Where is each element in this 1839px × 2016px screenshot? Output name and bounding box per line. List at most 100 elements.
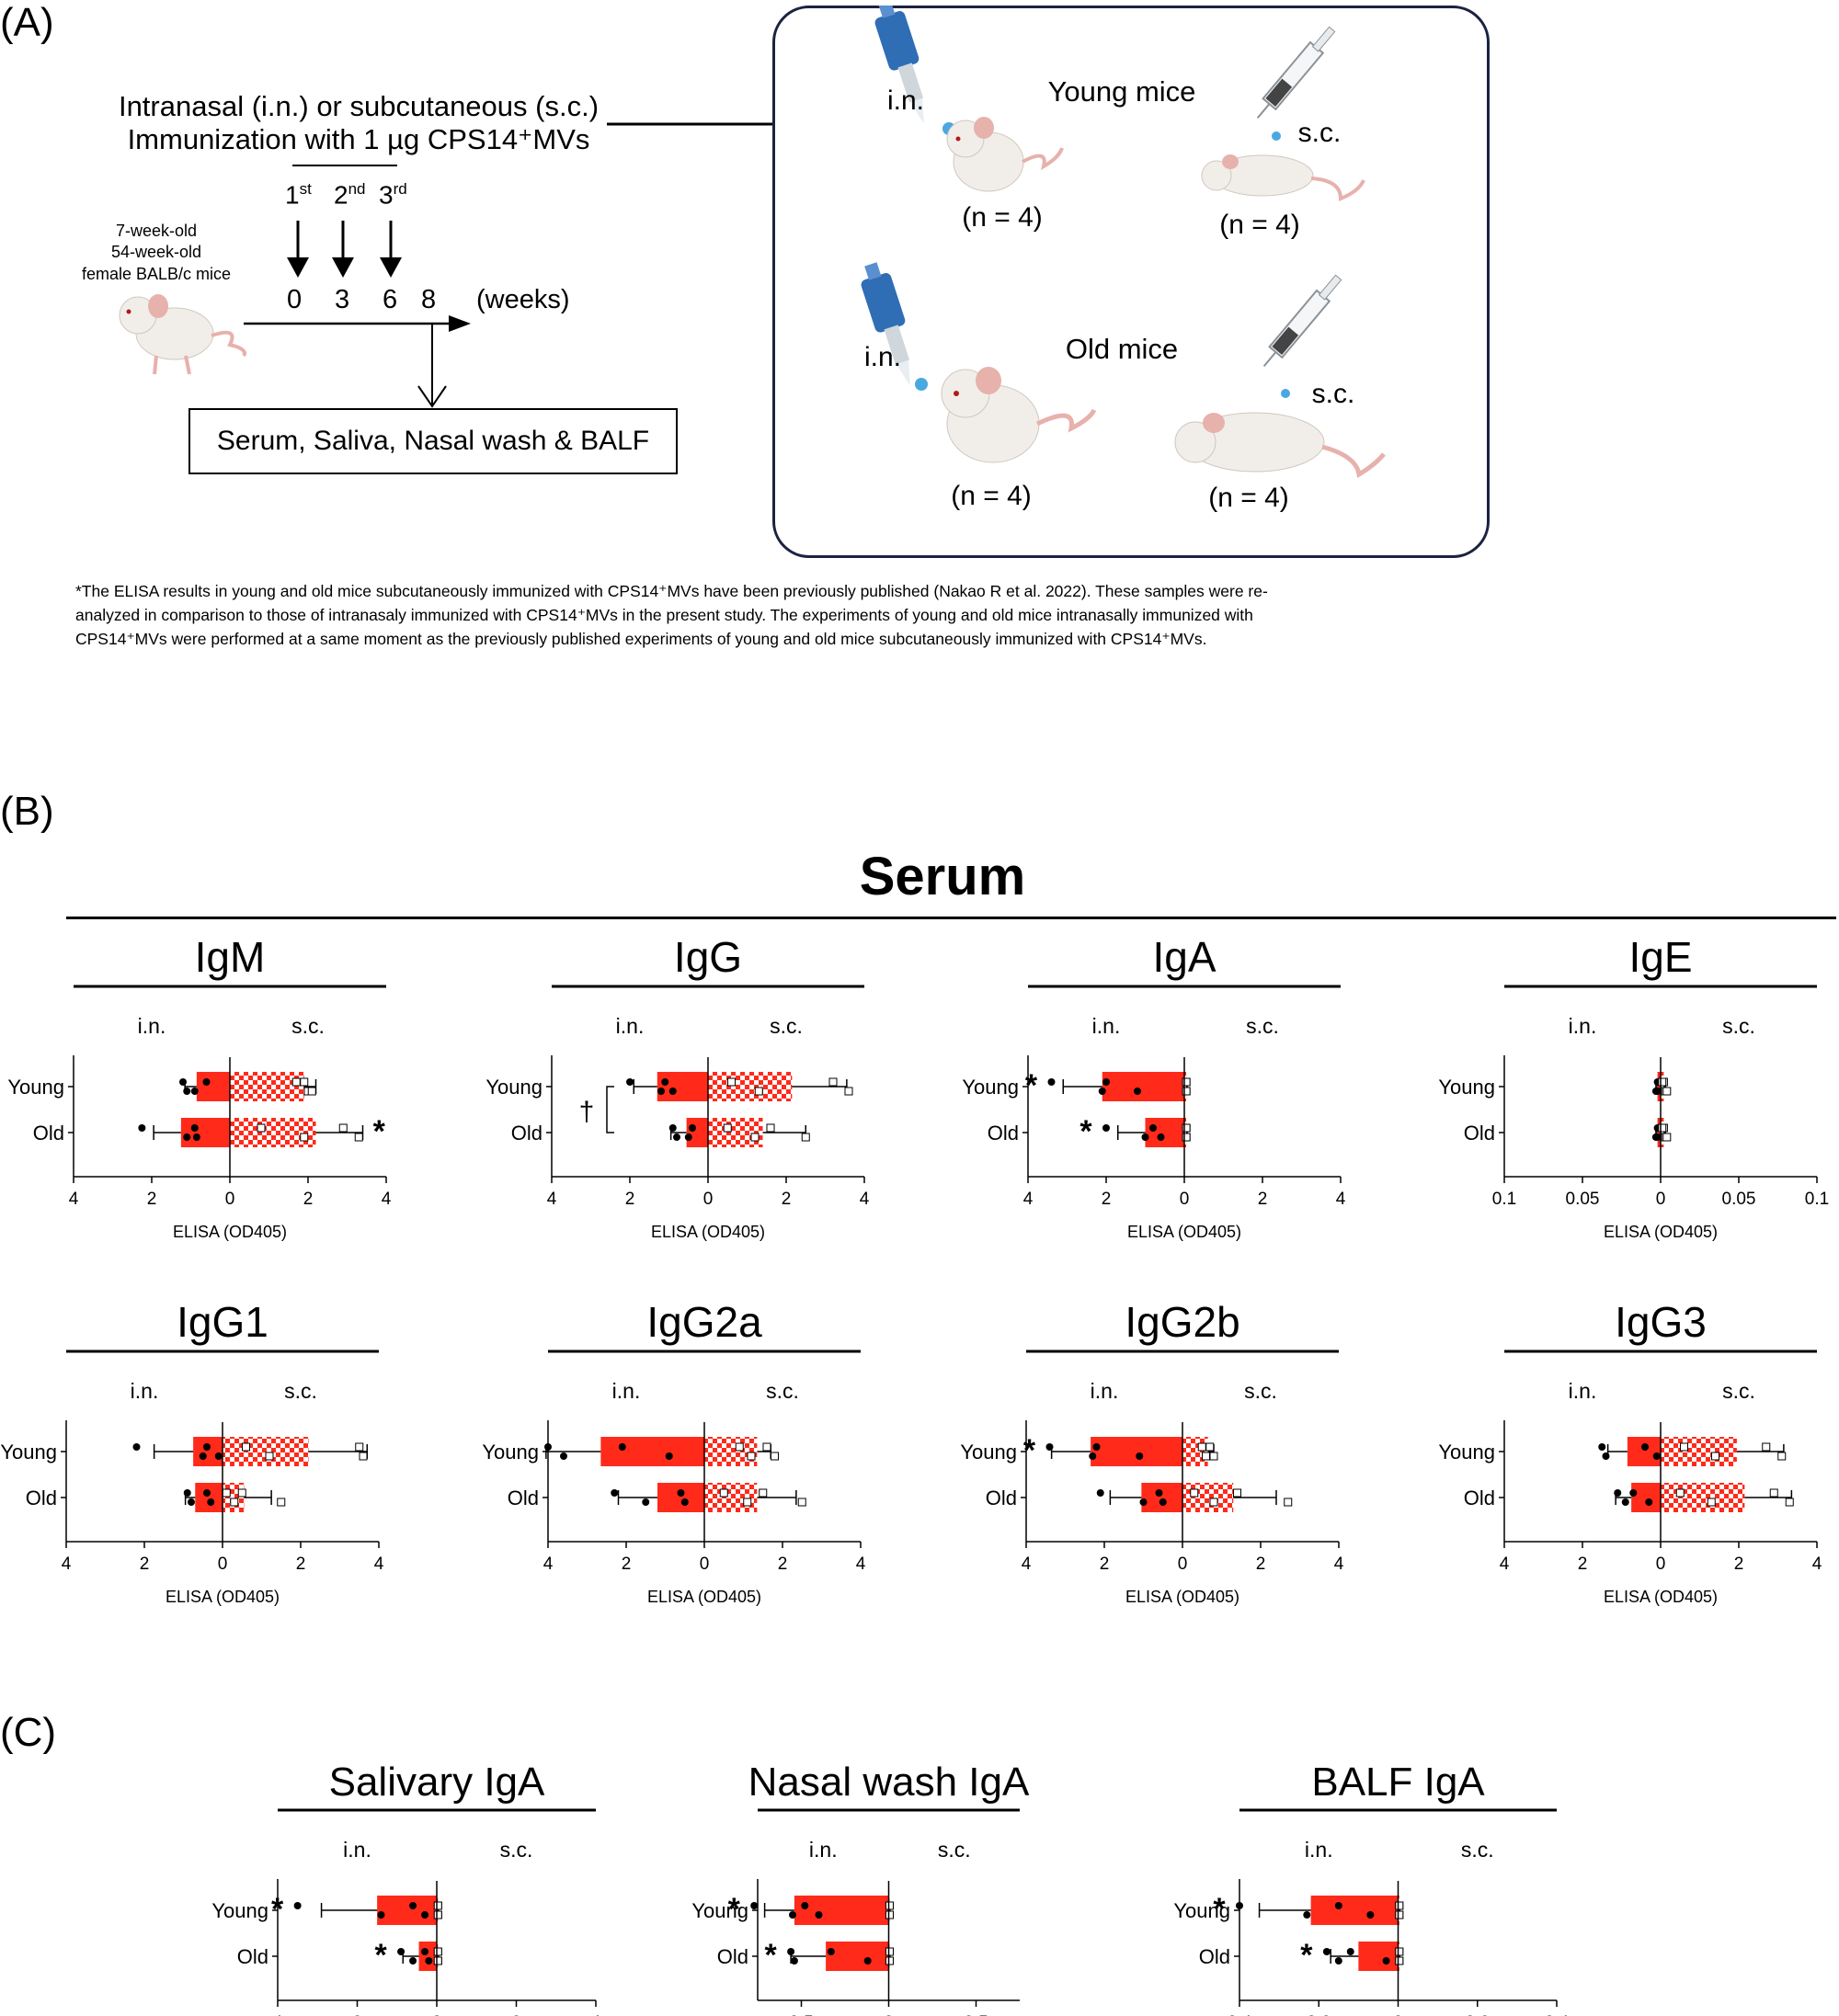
side-label-in: i.n. (1569, 1379, 1597, 1403)
route-label-sc: s.c. (1311, 379, 1355, 409)
data-point (1236, 1902, 1243, 1909)
data-point (1089, 1452, 1097, 1460)
x-axis-label: ELISA (OD405) (647, 1588, 761, 1606)
n-label: (n = 4) (962, 202, 1043, 233)
old-mice-title: Old mice (1065, 333, 1179, 365)
bar-s-c-old (704, 1483, 758, 1512)
x-tick-label: 2 (625, 1190, 635, 1209)
x-tick-label: 2 (303, 1190, 314, 1209)
serum-divider (66, 917, 1836, 919)
x-tick-label: 4 (591, 2013, 601, 2016)
route-label-in: i.n. (863, 342, 902, 372)
data-point (719, 1488, 728, 1498)
side-label-sc: s.c. (1722, 1014, 1755, 1038)
data-point (237, 1488, 246, 1498)
side-label-sc: s.c. (1244, 1379, 1277, 1403)
data-point (293, 1902, 302, 1909)
chart-title: IgG2a (646, 1298, 762, 1346)
bar-i-n-young (1102, 1072, 1184, 1101)
x-tick-label: 4 (273, 2013, 283, 2016)
data-point (680, 1498, 689, 1506)
data-point (1155, 1489, 1163, 1497)
x-tick-label: 4 (547, 1190, 557, 1209)
category-label: Young (0, 1441, 57, 1464)
x-tick-label: 0.1 (1805, 1190, 1829, 1209)
chart-title: Salivary IgA (329, 1760, 545, 1805)
data-point (754, 1087, 763, 1096)
data-point (359, 1452, 368, 1461)
category-label: Young (960, 1441, 1017, 1464)
x-tick-label: 4 (1336, 1190, 1346, 1209)
bar-i-n-young (1091, 1437, 1182, 1466)
significance-mark: * (764, 1938, 777, 1973)
bar-s-c-old (1661, 1483, 1745, 1512)
data-point (790, 1957, 798, 1965)
category-label: Old (511, 1122, 543, 1145)
data-point (257, 1123, 266, 1133)
x-axis-label: ELISA (OD405) (173, 1223, 287, 1241)
data-point (1197, 1442, 1206, 1452)
data-point (668, 1124, 677, 1132)
x-tick-label: 0.1 (1492, 1190, 1516, 1209)
data-point (183, 1133, 191, 1141)
timeline-tick: 6 (383, 285, 398, 314)
bar-i-n-old (1145, 1118, 1184, 1147)
x-axis-label: ELISA (OD405) (166, 1588, 280, 1606)
data-point (1096, 1489, 1104, 1497)
data-point (689, 1124, 696, 1132)
mouse-icon (941, 367, 1097, 463)
side-label-sc: s.c. (1722, 1379, 1755, 1403)
data-point (1182, 1133, 1191, 1142)
bar-s-c-young (708, 1072, 793, 1101)
data-point (642, 1498, 650, 1506)
data-point (1159, 1498, 1167, 1506)
data-point (673, 1133, 680, 1141)
x-tick-label: 0.5 (789, 2013, 813, 2016)
samples-box: Serum, Saliva, Nasal wash & BALF (188, 408, 678, 474)
data-point (1092, 1443, 1101, 1451)
category-label: Old (717, 1945, 748, 1968)
data-point (433, 1956, 442, 1965)
n-label: (n = 4) (1208, 483, 1289, 513)
x-axis-label: ELISA (OD405) (651, 1223, 765, 1241)
data-point (1662, 1133, 1672, 1142)
data-point (1769, 1488, 1778, 1498)
side-label-sc: s.c. (1461, 1838, 1494, 1862)
data-point (618, 1443, 626, 1451)
bar-s-c-old (708, 1118, 763, 1147)
pipette-icon (861, 262, 910, 386)
drop-icon (1281, 389, 1290, 398)
data-point (1641, 1443, 1649, 1451)
data-point (885, 1956, 894, 1965)
chart-title: IgM (195, 933, 266, 981)
dose-arrows (287, 221, 402, 278)
bar-i-n-young (1627, 1437, 1661, 1466)
category-label: Young (1438, 1076, 1495, 1099)
x-tick-label: 0 (1180, 1190, 1190, 1209)
data-point (1653, 1088, 1662, 1095)
n-label: (n = 4) (1219, 210, 1300, 240)
bar-s-c-young (1184, 1072, 1187, 1101)
x-tick-label: 0 (1393, 2013, 1403, 2016)
data-point (222, 1488, 231, 1498)
data-point (668, 1088, 677, 1095)
category-label: Old (26, 1486, 57, 1509)
data-point (1395, 1910, 1404, 1919)
data-point (762, 1442, 771, 1452)
serum-title: Serum (859, 847, 1026, 906)
data-point (828, 1077, 838, 1087)
side-label-in: i.n. (1305, 1838, 1333, 1862)
x-tick-label: 4 (543, 1555, 554, 1574)
significance-mark: * (1079, 1114, 1092, 1149)
timeline-tick: 0 (287, 285, 303, 314)
category-label: Young (7, 1076, 64, 1099)
chart-title: IgA (1152, 933, 1216, 981)
data-point (684, 1133, 692, 1141)
data-point (735, 1442, 744, 1452)
data-point (1711, 1452, 1719, 1461)
data-point (397, 1948, 405, 1955)
data-point (611, 1489, 619, 1497)
chart-igg2b: IgG2b i.n. s.c. 4 2 0 2 4 ELISA (OD405) Young Old * (960, 1298, 1343, 1606)
data-point (1652, 1452, 1661, 1460)
